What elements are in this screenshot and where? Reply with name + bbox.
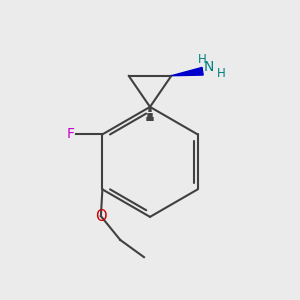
Text: H: H bbox=[217, 67, 226, 80]
Text: F: F bbox=[66, 128, 74, 141]
Polygon shape bbox=[171, 68, 203, 76]
Text: H: H bbox=[198, 53, 207, 66]
Text: N: N bbox=[204, 60, 214, 74]
Text: O: O bbox=[95, 208, 107, 224]
